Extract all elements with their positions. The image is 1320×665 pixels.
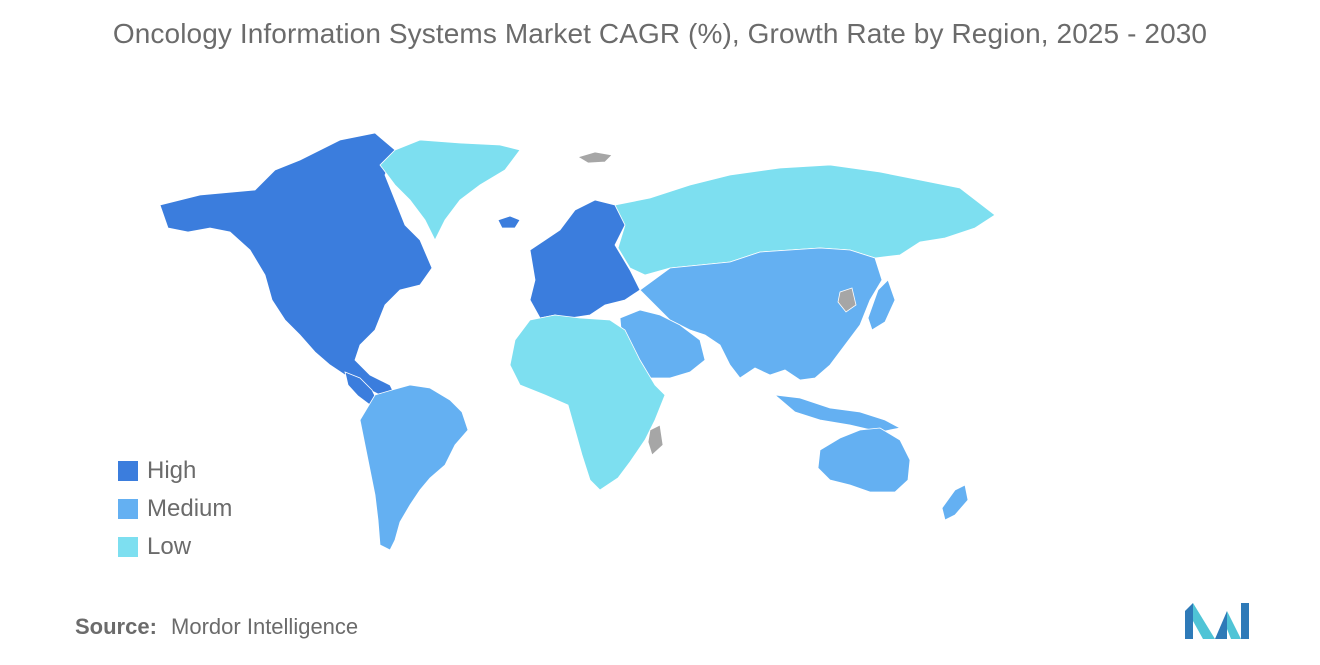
- legend-label-medium: Medium: [147, 495, 233, 522]
- source-label: Source:: [75, 614, 157, 639]
- region-australia: [817, 427, 911, 493]
- region-latin-america: [359, 384, 469, 551]
- region-iceland: [497, 215, 521, 229]
- region-asia: [639, 247, 883, 381]
- legend-item-low: Low: [118, 528, 232, 566]
- source-value: Mordor Intelligence: [171, 614, 359, 639]
- region-madagascar: [647, 424, 664, 456]
- region-greenland: [379, 139, 521, 241]
- chart-title: Oncology Information Systems Market CAGR…: [112, 18, 1208, 49]
- legend-swatch-high: [118, 461, 138, 481]
- logo-left-slope: [1193, 603, 1215, 639]
- region-russia: [614, 164, 996, 276]
- logo-mid-slope: [1215, 611, 1227, 639]
- region-se-asia: [773, 394, 902, 433]
- logo-right-slope: [1227, 611, 1241, 639]
- region-korea: [837, 287, 857, 313]
- legend-swatch-low: [118, 537, 138, 557]
- map-legend: High Medium Low: [118, 452, 232, 566]
- legend-swatch-medium: [118, 499, 138, 519]
- logo-right-bar: [1241, 603, 1249, 639]
- region-north-america: [159, 132, 433, 396]
- logo-left-bar: [1185, 603, 1193, 639]
- source-note: Source: Mordor Intelligence: [75, 614, 358, 640]
- legend-item-medium: Medium: [118, 490, 232, 528]
- region-africa: [509, 314, 666, 491]
- mordor-intelligence-logo: [1185, 603, 1249, 639]
- region-svalbard: [577, 151, 613, 164]
- legend-label-high: High: [147, 457, 197, 484]
- region-japan: [867, 279, 896, 331]
- legend-label-low: Low: [147, 533, 192, 560]
- region-new-zealand: [941, 484, 969, 521]
- legend-item-high: High: [118, 452, 232, 490]
